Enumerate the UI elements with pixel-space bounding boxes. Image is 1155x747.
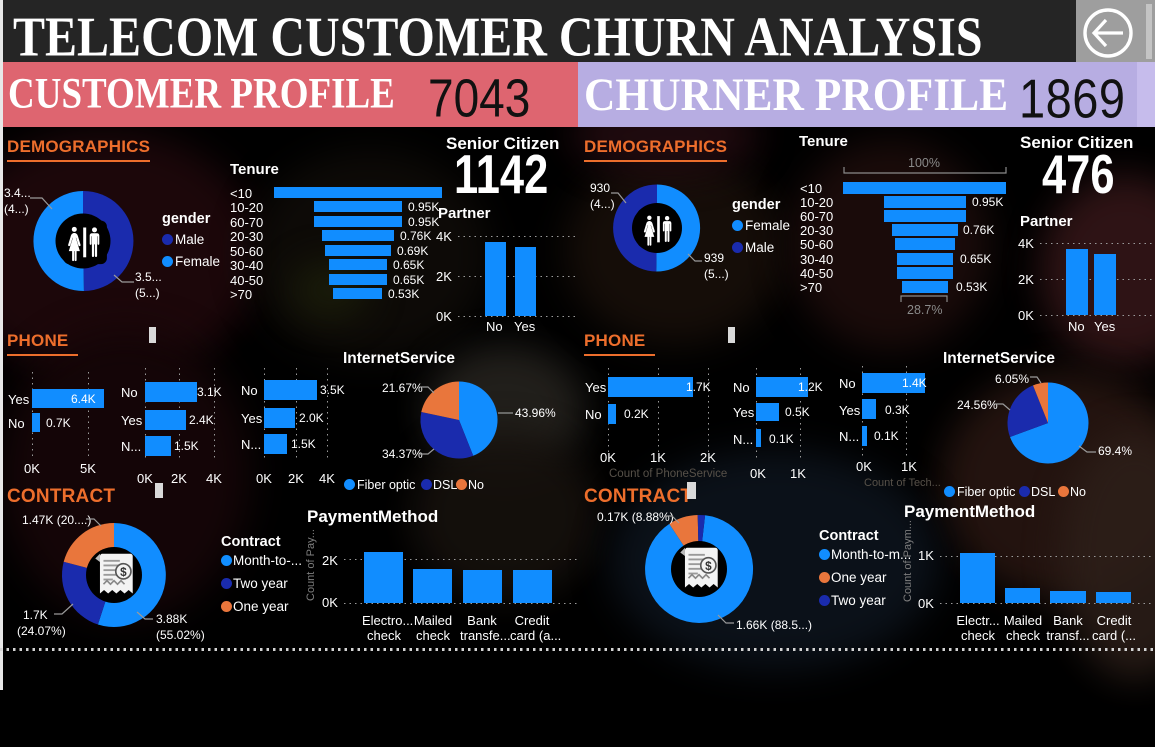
svg-text:$: $ <box>705 560 712 573</box>
svg-text:$: $ <box>120 566 127 579</box>
